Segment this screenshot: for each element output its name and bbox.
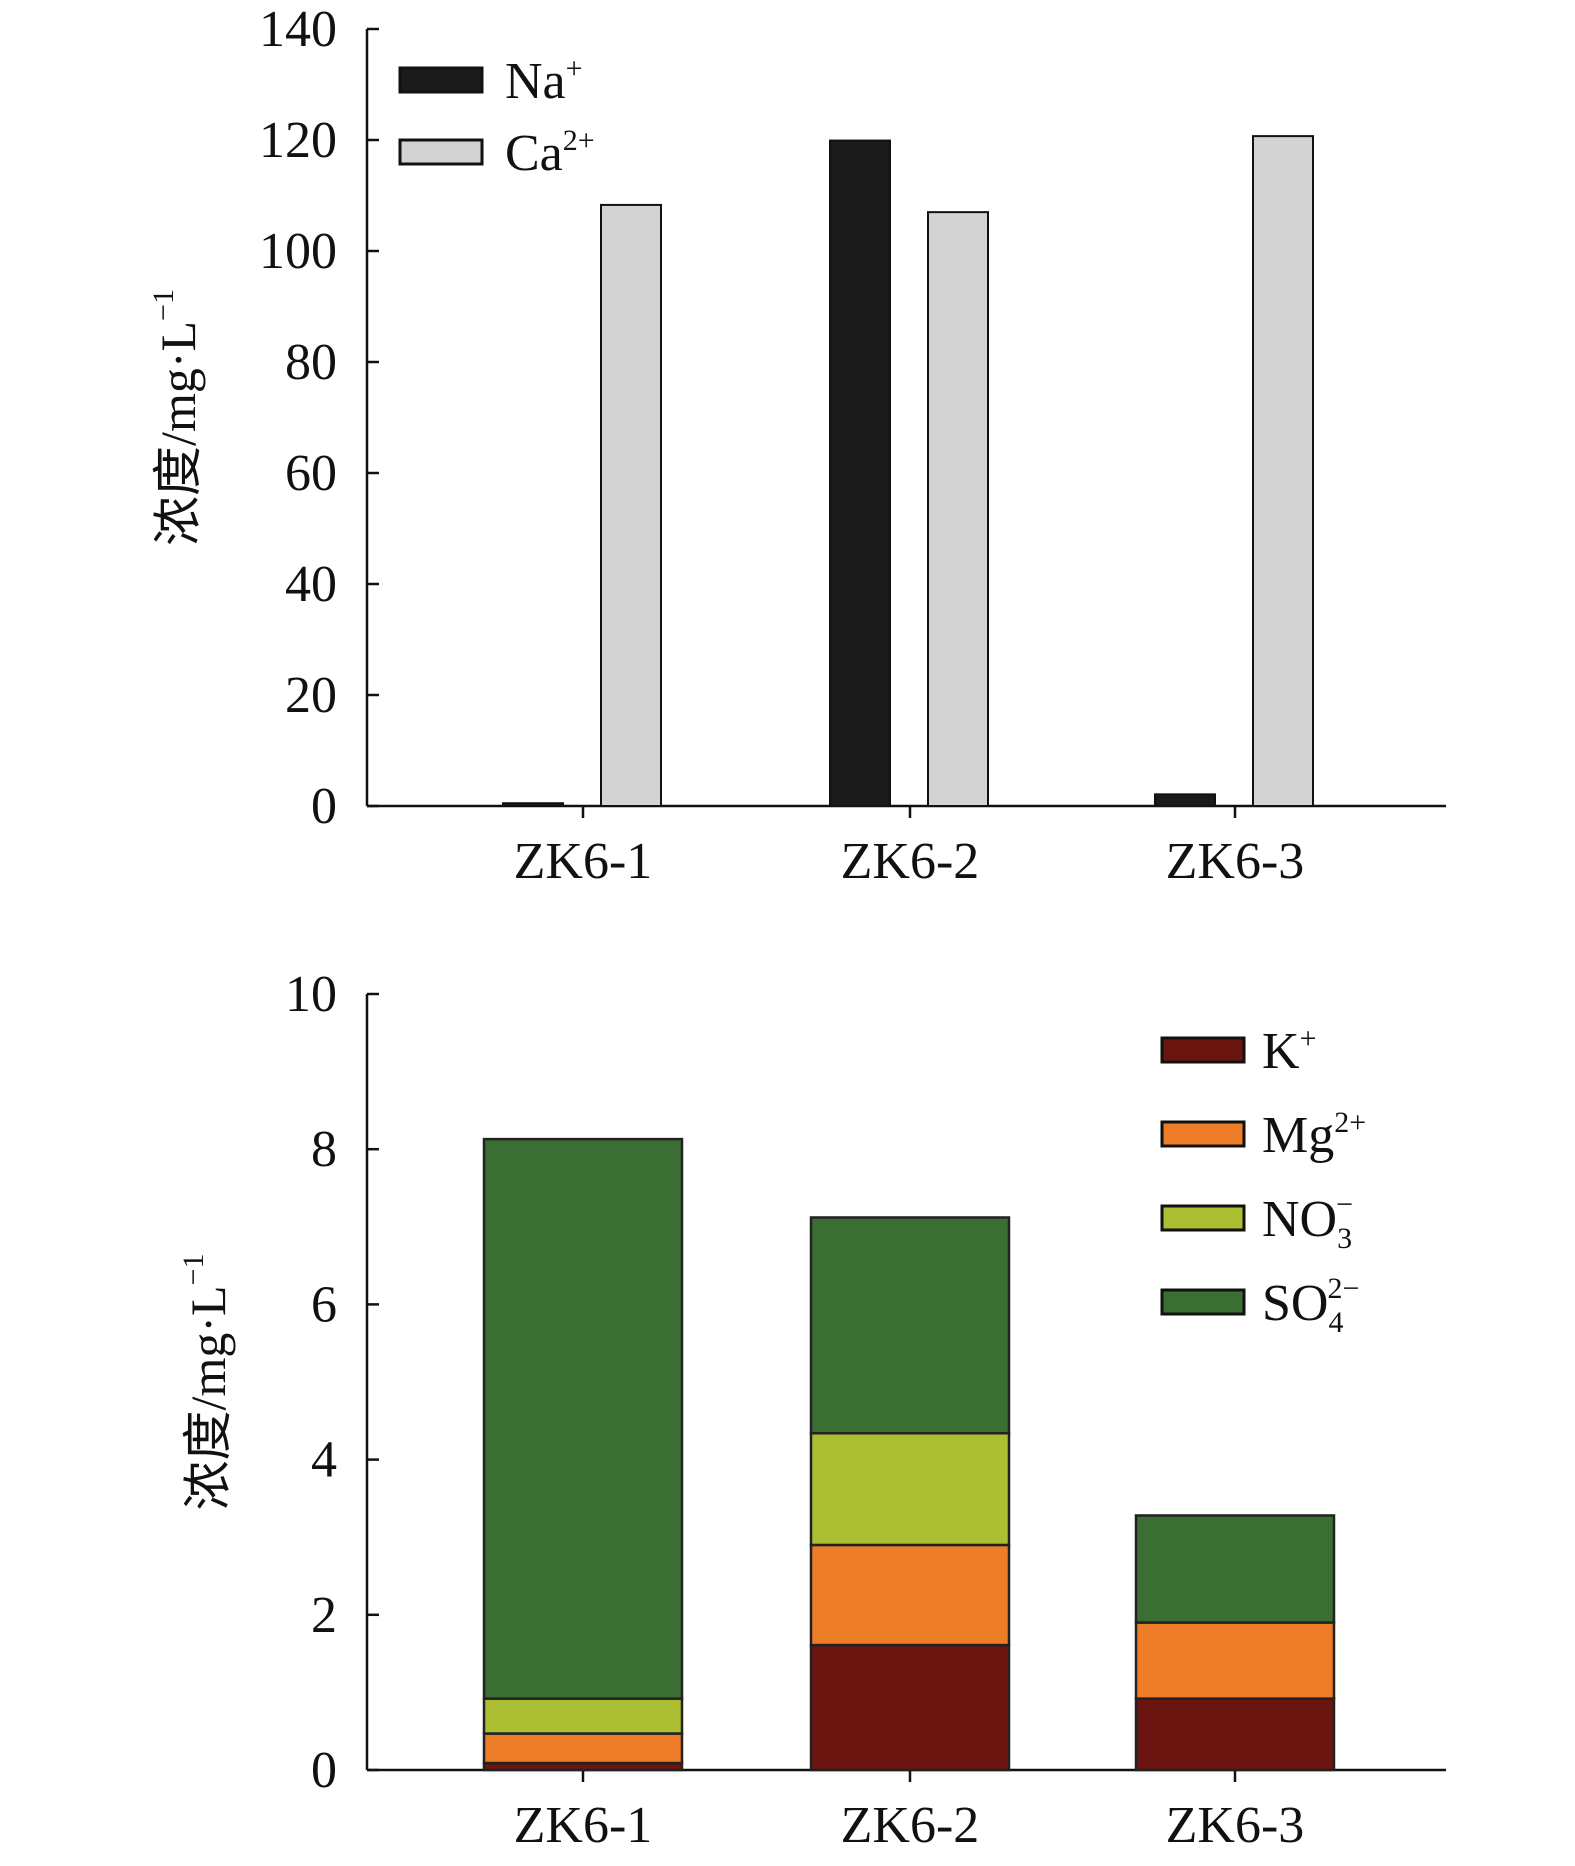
legend-label: NO3− — [1262, 1188, 1353, 1255]
bar-segment-K+-ZK6-3 — [1134, 1697, 1336, 1772]
y-tick-label: 0 — [311, 1742, 337, 1799]
legend-label: SO42− — [1262, 1272, 1359, 1339]
bar-segment-SO42--ZK6-2 — [809, 1216, 1011, 1435]
y-tick-label: 4 — [311, 1432, 337, 1489]
legend-label: Mg2+ — [1262, 1106, 1366, 1164]
bar-Na+-ZK6-1 — [502, 802, 564, 807]
y-tick-label: 120 — [259, 112, 337, 169]
y-tick-label: 6 — [311, 1276, 337, 1333]
stacked-ion-chart: 0 2 4 6 8 10 ZK6-1 ZK6-2 ZK6-3 浓度/mg·L−1 K+ Mg2+ NO3… — [177, 966, 1446, 1854]
x-tick-label: ZK6-1 — [514, 1797, 653, 1854]
y-tick-label: 140 — [259, 1, 337, 58]
bar-segment-SO42--ZK6-3 — [1134, 1514, 1336, 1624]
x-tick-label: ZK6-2 — [841, 1797, 980, 1854]
x-tick-label: ZK6-3 — [1166, 1797, 1305, 1854]
x-tick-label: ZK6-1 — [514, 833, 653, 890]
legend-swatch — [1160, 1288, 1246, 1316]
x-tick-label: ZK6-3 — [1166, 833, 1305, 890]
legend-label: Ca2+ — [505, 124, 595, 182]
bar-segment-Mg2+-ZK6-3 — [1134, 1621, 1336, 1700]
y-axis-label: 浓度/mg·L−1 — [147, 289, 206, 546]
bar-segment-NO3--ZK6-1 — [482, 1697, 684, 1735]
y-tick-label: 80 — [285, 334, 337, 391]
bar-segment-Mg2+-ZK6-1 — [482, 1732, 684, 1765]
x-tick-label: ZK6-2 — [841, 833, 980, 890]
na-ca-chart: 0 20 40 60 80 100 120 140 ZK6-1 ZK6-2 ZK6-3 浓度/mg·L… — [147, 1, 1446, 890]
bar-segment-SO42--ZK6-1 — [482, 1137, 684, 1700]
legend-swatch — [398, 138, 484, 166]
bar-Na+-ZK6-3 — [1154, 793, 1216, 807]
y-tick-label: 0 — [311, 778, 337, 835]
y-axis-label: 浓度/mg·L−1 — [177, 1254, 236, 1511]
bar-Na+-ZK6-2 — [829, 139, 891, 807]
bar-Ca2+-ZK6-1 — [600, 203, 662, 807]
legend-label: K+ — [1262, 1022, 1316, 1080]
bar-Ca2+-ZK6-3 — [1252, 135, 1314, 808]
legend-swatch — [398, 66, 484, 94]
y-tick-label: 60 — [285, 445, 337, 502]
legend-swatch — [1160, 1036, 1246, 1064]
y-tick-label: 100 — [259, 223, 337, 280]
y-tick-label: 10 — [285, 966, 337, 1023]
legend-swatch — [1160, 1120, 1246, 1148]
y-tick-label: 2 — [311, 1587, 337, 1644]
bar-segment-K+-ZK6-2 — [809, 1643, 1011, 1772]
legend-swatch — [1160, 1204, 1246, 1232]
legend-label: Na+ — [505, 52, 583, 110]
y-tick-label: 8 — [311, 1121, 337, 1178]
bar-segment-NO3--ZK6-2 — [809, 1431, 1011, 1547]
y-tick-label: 20 — [285, 667, 337, 724]
bar-Ca2+-ZK6-2 — [927, 211, 989, 807]
y-tick-label: 40 — [285, 556, 337, 613]
bar-segment-Mg2+-ZK6-2 — [809, 1543, 1011, 1647]
